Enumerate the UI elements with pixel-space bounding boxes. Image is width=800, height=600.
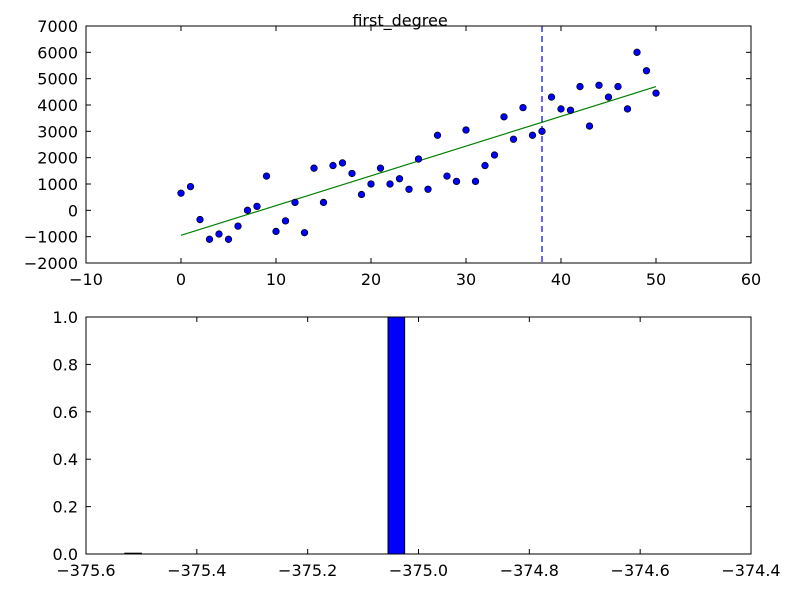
scatter-point [462,126,470,134]
y-tick-label: 0.2 [53,498,78,517]
x-tick-label: 40 [551,270,571,289]
x-tick-label: −374.6 [611,561,670,580]
scatter-point [348,169,356,178]
scatter-point [633,48,641,56]
x-tick-label: 10 [266,270,286,289]
scatter-point [367,180,375,188]
y-tick-label: 1000 [37,175,78,194]
scatter-point [177,189,185,197]
y-tick-label: 6000 [37,43,78,62]
scatter-point [623,105,632,113]
scatter-point [329,161,337,170]
scatter-point [414,155,423,163]
y-tick-label: 5000 [37,70,78,89]
scatter-point [272,227,280,236]
scatter-point [566,106,575,114]
scatter-point [300,229,309,237]
y-tick-label: 0.8 [53,355,78,374]
scatter-point [519,103,527,112]
scatter-point [281,217,290,225]
scatter-point [357,190,366,199]
x-tick-label: 0 [176,270,186,289]
x-tick-label: 30 [456,270,476,289]
x-tick-label: −375.4 [167,561,226,580]
scatter-point [604,93,613,101]
y-tick-label: 0.0 [53,545,78,564]
scatter-point [338,159,347,167]
scatter-point [509,135,518,143]
scatter-point [243,206,252,214]
y-tick-label: 4000 [37,96,78,115]
scatter-point [205,235,214,243]
y-tick-label: 1.0 [53,308,78,327]
x-tick-label: 50 [646,270,666,289]
bar [387,316,406,555]
scatter-point [186,182,195,191]
y-tick-label: −1000 [24,228,78,247]
scatter-point [471,177,480,186]
scatter-point [234,222,242,230]
scatter-point [310,164,318,172]
y-tick-label: 0.6 [53,403,78,422]
y-tick-label: 0.4 [53,450,78,469]
scatter-point [547,93,556,101]
scatter-point [433,131,442,139]
axes-frame [85,25,752,264]
scatter-point [196,215,204,224]
scatter-point [215,230,223,238]
scatter-point [443,172,451,180]
scatter-point [291,198,299,207]
scatter-point [585,122,594,130]
bottom-bar-plot: −375.6 −375.4 −375.2 −375.0 −374.8 −374.6 −374… [53,308,781,580]
scatter-point [386,180,394,188]
scatter-point [652,89,660,97]
scatter-point [538,127,546,135]
x-tick-label: 60 [741,270,761,289]
x-tick-label: 20 [361,270,381,289]
y-tick-label: −2000 [24,254,78,273]
scatter-point [481,161,489,170]
y-tick-label: 2000 [37,149,78,168]
scatter-point [576,82,584,91]
x-tick-label: −374.4 [721,561,780,580]
scatter-point [262,172,271,180]
scatter-point [528,131,537,139]
y-tick-label: 0 [68,201,78,220]
figure-title: first_degree [352,11,447,31]
scatter-point [424,185,432,193]
scatter-point [557,105,565,113]
scatter-point [253,202,261,211]
scatter-point [490,151,499,159]
axes-frame [85,316,752,555]
x-tick-label: −375.6 [56,561,115,580]
x-tick-label: −10 [69,270,103,289]
scatter-point [595,81,603,89]
y-tick-label: 7000 [37,17,78,36]
y-tick-label: 3000 [37,122,78,141]
scatter-point [405,185,413,193]
scatter-point [452,177,461,186]
x-tick-label: −375.2 [278,561,337,580]
scatter-point [376,164,385,172]
scatter-point [224,235,233,243]
scatter-point [319,198,328,207]
scatter-point [614,82,622,91]
x-tick-label: −374.8 [500,561,559,580]
top-scatter-plot: −10 0 10 20 30 40 50 60 −2000 −1000 0 1000 2000 3000 4… [24,17,761,289]
x-tick-label: −375.0 [389,561,448,580]
scatter-point [395,175,404,183]
scatter-point [642,67,651,75]
scatter-point [500,113,508,121]
